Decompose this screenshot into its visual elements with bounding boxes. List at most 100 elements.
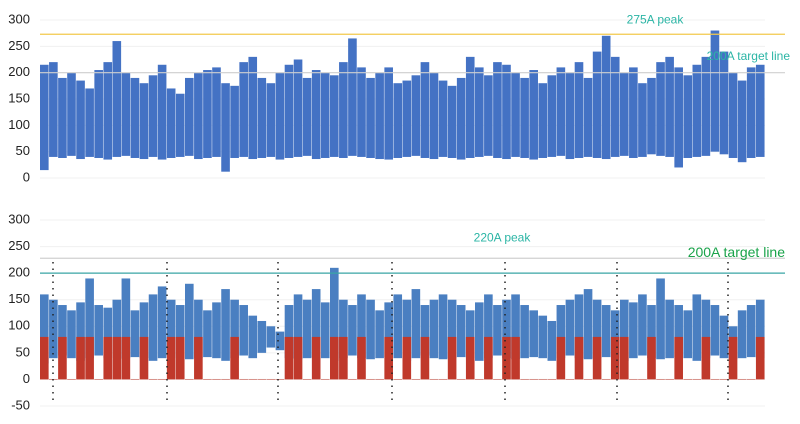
bar — [375, 310, 384, 359]
bar — [266, 326, 276, 348]
bar — [420, 336, 430, 380]
bar — [402, 299, 412, 361]
bar — [85, 336, 94, 380]
bar — [302, 299, 312, 359]
bar — [375, 72, 384, 160]
bar — [266, 83, 276, 157]
bar — [592, 299, 602, 359]
bar — [384, 302, 393, 358]
bar — [67, 310, 76, 359]
bar — [203, 70, 212, 158]
bar — [493, 379, 502, 380]
bar — [656, 278, 665, 360]
bar — [710, 379, 720, 380]
bar — [248, 379, 258, 380]
y-tick-label: 50 — [16, 143, 30, 158]
bar — [157, 379, 167, 380]
bar — [583, 77, 593, 157]
bar — [556, 305, 566, 359]
bar — [94, 70, 103, 158]
bar — [103, 307, 113, 359]
bar — [130, 310, 140, 358]
bar — [121, 278, 131, 359]
bar — [40, 294, 49, 364]
bar — [166, 88, 176, 158]
bar — [502, 336, 511, 380]
plot: -50 0 50 100 150 200 250 300 220A peak 200A targe… — [8, 211, 785, 412]
bar — [330, 336, 339, 380]
bar — [230, 299, 239, 359]
bar — [366, 299, 375, 360]
bar — [484, 294, 493, 359]
annotation: 200A target line — [707, 49, 791, 63]
bar — [40, 64, 49, 171]
bar — [683, 379, 693, 380]
bar — [130, 77, 140, 158]
y-tick-label: 250 — [8, 38, 30, 53]
bar — [320, 379, 330, 380]
bar — [529, 70, 538, 160]
bar — [166, 299, 176, 356]
bar — [85, 278, 94, 359]
bar — [85, 88, 94, 157]
bar — [475, 379, 484, 380]
bar — [674, 305, 683, 358]
bar — [330, 267, 339, 361]
y-tick-label: 200 — [8, 64, 30, 79]
bar — [547, 320, 557, 361]
bar — [592, 51, 602, 158]
bar — [420, 62, 430, 158]
bar — [185, 77, 194, 156]
bar — [656, 62, 665, 156]
bar — [447, 336, 457, 380]
bar — [565, 72, 575, 160]
bar — [366, 77, 375, 158]
bar — [175, 93, 185, 157]
bar — [348, 38, 357, 156]
bar — [565, 299, 575, 356]
bar — [638, 294, 647, 356]
bar — [40, 336, 49, 380]
bar — [465, 336, 475, 380]
bar — [665, 56, 674, 157]
bar — [67, 72, 76, 156]
bar — [311, 336, 321, 380]
bar — [638, 83, 647, 157]
bar — [465, 56, 475, 158]
bar — [574, 294, 584, 359]
bar — [402, 80, 412, 157]
bar — [157, 286, 167, 359]
bar — [257, 379, 267, 380]
bar — [375, 379, 384, 380]
bar — [511, 72, 520, 157]
bar — [429, 379, 439, 380]
y-tick-label: 0 — [23, 169, 30, 184]
bar — [601, 35, 611, 160]
bar — [76, 302, 85, 361]
bar — [320, 72, 330, 158]
bar — [620, 336, 629, 380]
bar — [49, 62, 58, 157]
bar — [239, 379, 248, 380]
bar — [629, 67, 638, 158]
bar — [357, 336, 366, 380]
bar — [121, 72, 131, 156]
bar — [438, 80, 448, 157]
bar — [755, 299, 765, 359]
bar — [701, 299, 711, 359]
bar — [493, 305, 502, 356]
bar — [67, 379, 76, 380]
annotation: 275A peak — [627, 12, 685, 26]
bar — [103, 62, 113, 160]
bar — [493, 62, 502, 158]
bar — [692, 64, 702, 157]
bar — [592, 336, 602, 380]
bar — [447, 299, 457, 359]
bar — [610, 56, 620, 157]
bar — [484, 336, 493, 380]
bar — [58, 305, 67, 356]
bar — [638, 379, 647, 380]
bar — [556, 67, 566, 156]
bar — [601, 379, 611, 380]
y-tick-label: 150 — [8, 90, 30, 105]
